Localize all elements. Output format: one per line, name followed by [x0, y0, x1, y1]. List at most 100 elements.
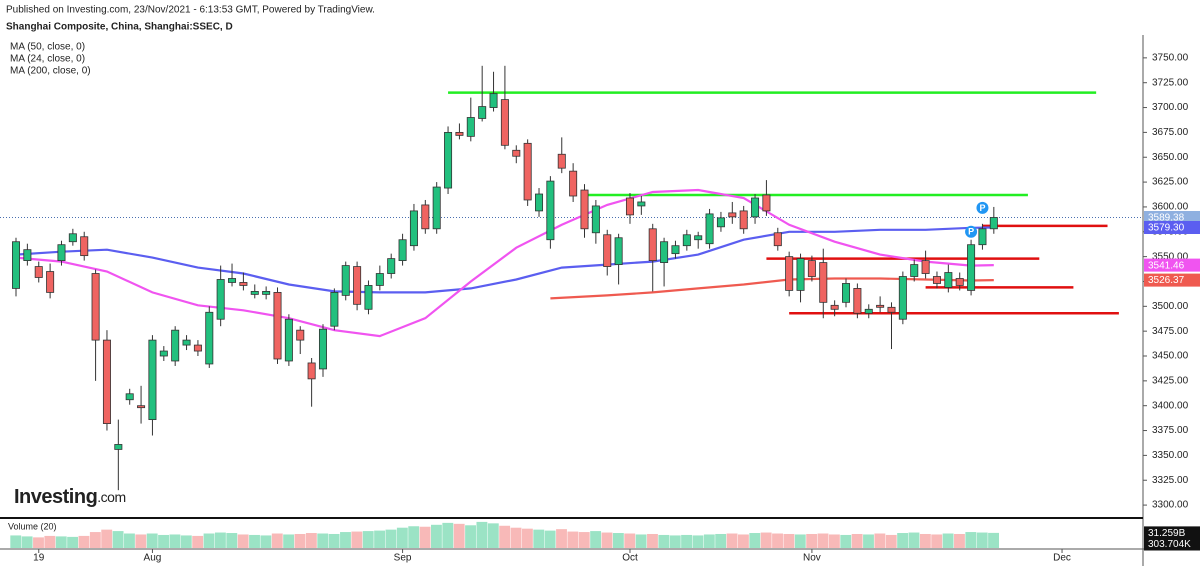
candle-body: [853, 288, 862, 314]
candle-body: [773, 232, 782, 247]
candle-body: [455, 131, 464, 136]
volume-bar: [192, 535, 204, 548]
candle-body: [57, 244, 66, 261]
volume-bar: [715, 533, 727, 548]
y-tick-label: 3350.00: [1152, 450, 1189, 461]
candle-body: [955, 278, 964, 286]
candle-body: [114, 444, 123, 450]
candle-body: [842, 283, 851, 303]
volume-bar: [214, 532, 226, 548]
volume-bar: [453, 523, 465, 548]
candle-body: [353, 266, 362, 305]
candle-body: [887, 306, 896, 313]
y-tick-label: 3500.00: [1152, 301, 1189, 312]
x-tick-label: Dec: [1053, 553, 1071, 564]
candle-body: [603, 234, 612, 267]
candle-body: [364, 285, 373, 310]
candle-body: [444, 131, 453, 189]
volume-bar: [783, 533, 795, 548]
marker: [965, 225, 978, 238]
volume-bar: [362, 531, 374, 548]
volume-bar: [340, 532, 351, 548]
volume-bar: [89, 532, 101, 548]
volume-bar: [476, 521, 488, 548]
y-tick-label: 3300.00: [1152, 500, 1189, 511]
candle-body: [637, 201, 646, 207]
candle-body: [91, 273, 100, 341]
volume-bar: [885, 534, 897, 548]
volume-bar: [851, 533, 863, 548]
candle-body: [228, 278, 237, 283]
volume-bar: [578, 532, 590, 548]
y-tick-label: 3650.00: [1152, 152, 1189, 163]
candle-body: [125, 393, 134, 401]
x-tick-label: 19: [33, 553, 45, 564]
volume-bar: [237, 534, 249, 548]
volume-bar: [601, 532, 613, 548]
candle-body: [171, 329, 180, 362]
marker-label: P: [968, 227, 974, 237]
volume-bar: [328, 533, 340, 548]
volume-bar: [544, 530, 556, 548]
volume-bar: [931, 534, 943, 548]
volume-bar: [749, 533, 761, 548]
volume-bar: [669, 535, 681, 548]
candle-body: [421, 204, 430, 230]
volume-bar: [44, 535, 56, 548]
volume-bar: [954, 533, 965, 548]
volume-bar: [510, 527, 522, 548]
volume-bar: [533, 529, 545, 548]
candle-body: [648, 228, 657, 261]
y-tick-label: 3725.00: [1152, 77, 1189, 88]
volume-bar: [976, 532, 988, 548]
candle-body: [262, 291, 271, 295]
candle-body: [409, 210, 418, 247]
volume-bar: [21, 536, 33, 548]
candle-body: [978, 228, 987, 246]
legend-entry: MA (200, close, 0): [10, 66, 91, 77]
candle-body: [34, 266, 43, 278]
price-tag: [1144, 537, 1200, 551]
volume-bar: [863, 534, 874, 548]
candle-body: [284, 318, 293, 362]
candle-body: [705, 213, 714, 245]
candle-body: [466, 117, 475, 137]
y-tick-label: 3325.00: [1152, 475, 1189, 486]
logo: Investing.com: [14, 486, 126, 508]
candle-body: [716, 217, 725, 228]
candle-body: [500, 99, 509, 146]
y-tick-label: 3675.00: [1152, 127, 1189, 138]
volume-bar: [169, 534, 181, 548]
candle-body: [216, 279, 225, 320]
candle-body: [819, 262, 828, 303]
candle-body: [398, 239, 407, 261]
legend-entry: MA (24, close, 0): [10, 54, 85, 65]
volume-bar: [305, 533, 317, 548]
candle-body: [137, 405, 146, 409]
candle-body: [932, 276, 941, 284]
price-tag-label: 3589.38: [1148, 213, 1185, 224]
volume-bar: [67, 536, 79, 548]
volume-bar: [726, 533, 738, 548]
candle-body: [989, 217, 998, 230]
y-tick-label: 3750.00: [1152, 52, 1189, 63]
candle-body: [751, 197, 760, 218]
volume-bar: [521, 528, 533, 548]
candle-body: [182, 339, 191, 346]
volume-bar: [112, 531, 124, 548]
price-tag-label: 303.704K: [1148, 539, 1191, 550]
x-tick-label: Aug: [144, 553, 162, 564]
volume-bar: [772, 533, 783, 548]
volume-bar: [294, 533, 306, 548]
candle-body: [318, 328, 327, 370]
candle-body: [682, 234, 691, 247]
volume-bar: [396, 527, 408, 548]
candle-body: [205, 311, 214, 365]
volume-bar: [737, 534, 749, 548]
candle-body: [11, 241, 20, 289]
candle-body: [660, 241, 669, 263]
legend-entry: MA (50, close, 0): [10, 42, 85, 53]
volume-bar: [703, 534, 715, 548]
volume-bar: [33, 537, 44, 548]
